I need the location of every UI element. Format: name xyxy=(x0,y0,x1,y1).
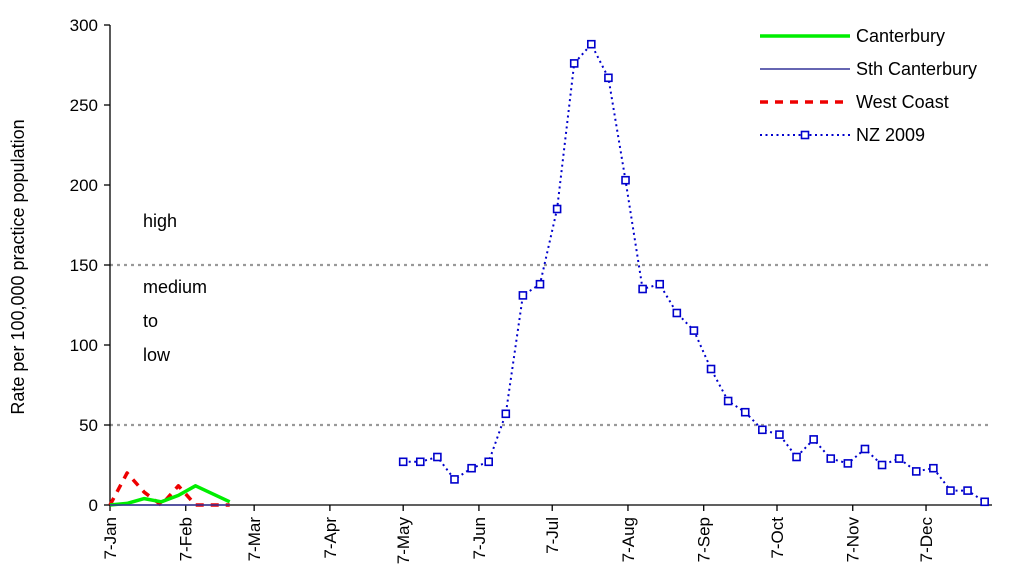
y-tick-label: 200 xyxy=(70,176,98,195)
data-point xyxy=(758,425,767,435)
data-point xyxy=(672,308,682,318)
legend-label: Canterbury xyxy=(856,26,945,46)
data-point xyxy=(484,457,493,467)
data-point xyxy=(398,457,408,467)
data-point xyxy=(980,497,989,507)
data-point xyxy=(911,467,921,476)
legend-marker xyxy=(800,130,810,140)
data-point xyxy=(706,364,716,374)
zone-label-low: low xyxy=(143,345,171,365)
x-tick-label: 7-Feb xyxy=(177,517,196,561)
data-point xyxy=(638,284,647,294)
data-point xyxy=(689,326,699,335)
x-tick-label: 7-May xyxy=(394,517,413,565)
data-point xyxy=(946,486,955,495)
data-point xyxy=(535,279,545,289)
x-tick-label: 7-Jan xyxy=(101,517,120,560)
data-point xyxy=(894,454,904,463)
legend-label: West Coast xyxy=(856,92,949,112)
x-tick-label: 7-Jul xyxy=(543,517,562,554)
zone-label-medium: medium xyxy=(143,277,207,297)
data-point xyxy=(843,459,853,468)
data-point xyxy=(587,39,596,49)
x-ticks: 7-Jan 7-Feb 7-Mar 7-Apr 7-May 7-Jun 7-Jul 7-Aug… xyxy=(101,505,936,564)
data-point xyxy=(569,59,579,68)
data-point xyxy=(621,175,630,185)
data-point xyxy=(415,457,425,467)
data-point xyxy=(552,204,562,214)
zone-label-to: to xyxy=(143,311,158,331)
data-point xyxy=(877,460,887,470)
y-tick-label: 150 xyxy=(70,256,98,275)
x-tick-label: 7-Mar xyxy=(245,517,264,562)
data-point xyxy=(501,409,511,419)
y-tick-label: 50 xyxy=(79,416,98,435)
data-point xyxy=(929,463,938,473)
data-point xyxy=(740,407,750,417)
data-point xyxy=(467,463,476,473)
data-point xyxy=(809,435,818,444)
series-group xyxy=(108,39,989,507)
y-ticks: 0 50 100 150 200 250 300 xyxy=(70,16,110,515)
data-point xyxy=(963,486,972,495)
data-point xyxy=(433,452,442,462)
data-point xyxy=(860,444,870,454)
y-tick-label: 300 xyxy=(70,16,98,35)
data-point xyxy=(723,396,733,406)
series-line-west-coast xyxy=(108,471,230,507)
data-point xyxy=(826,454,836,463)
x-tick-label: 7-Dec xyxy=(917,517,936,563)
series-line-canterbury xyxy=(109,484,231,507)
x-tick-label: 7-Oct xyxy=(768,517,787,559)
x-tick-label: 7-Nov xyxy=(844,517,863,563)
x-tick-label: 7-Aug xyxy=(619,517,638,562)
legend: Canterbury Sth Canterbury West Coast NZ 200… xyxy=(760,26,977,145)
data-point xyxy=(775,430,784,439)
data-point xyxy=(604,73,613,83)
y-tick-label: 0 xyxy=(89,496,98,515)
y-tick-label: 100 xyxy=(70,336,98,355)
x-tick-label: 7-Jun xyxy=(470,517,489,560)
x-tick-label: 7-Apr xyxy=(321,517,340,559)
y-axis-label: Rate per 100,000 practice population xyxy=(8,119,28,414)
zone-label-high: high xyxy=(143,211,177,231)
data-point xyxy=(518,291,528,300)
y-tick-label: 250 xyxy=(70,96,98,115)
legend-label: Sth Canterbury xyxy=(856,59,977,79)
series-line-nz-2009 xyxy=(403,43,986,503)
data-point xyxy=(792,452,801,462)
data-point xyxy=(655,279,665,289)
threshold-lines xyxy=(110,263,992,427)
data-point xyxy=(450,475,459,484)
legend-label: NZ 2009 xyxy=(856,125,925,145)
x-tick-label: 7-Sep xyxy=(695,517,714,562)
